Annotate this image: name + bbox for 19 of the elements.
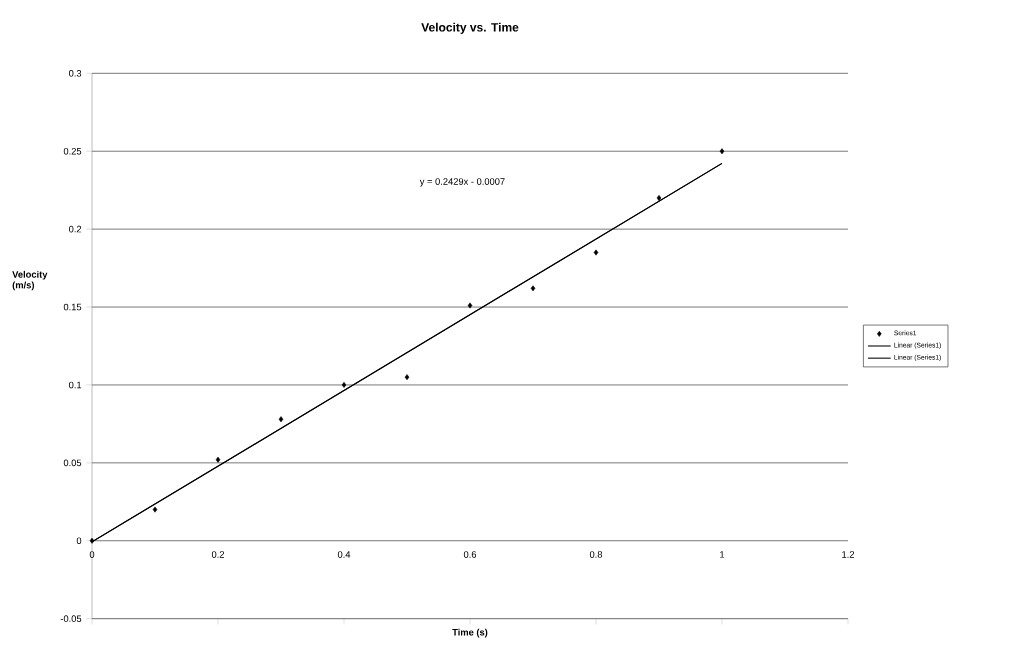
y-tick-label: -0.05 <box>60 615 82 622</box>
y-axis-title: Velocity (m/s) <box>12 270 48 291</box>
x-tick-label: 0.8 <box>589 551 603 558</box>
x-tick-label: 0.6 <box>463 551 477 558</box>
x-tick-label: 1.2 <box>842 551 855 558</box>
y-tick-label: 0.3 <box>68 70 82 77</box>
annotation: y = 0.2429x - 0.0007 <box>419 178 505 187</box>
x-tick-label: 0.4 <box>337 551 351 558</box>
x-axis-title: Time (s) <box>452 628 488 638</box>
chart-title: Velocity vs. Time <box>421 22 519 34</box>
x-tick-label: 1 <box>720 551 725 558</box>
y-tick-label: 0.25 <box>63 147 82 155</box>
y-tick-label: 0 <box>76 537 82 545</box>
y-tick-label: 0.05 <box>63 459 82 467</box>
y-tick-label: 0.2 <box>68 225 82 233</box>
x-tick-label: 0.2 <box>211 551 225 558</box>
y-tick-label: 0.15 <box>63 303 82 311</box>
y-tick-label: 0.1 <box>68 381 82 389</box>
x-tick-label: 0 <box>89 551 95 558</box>
